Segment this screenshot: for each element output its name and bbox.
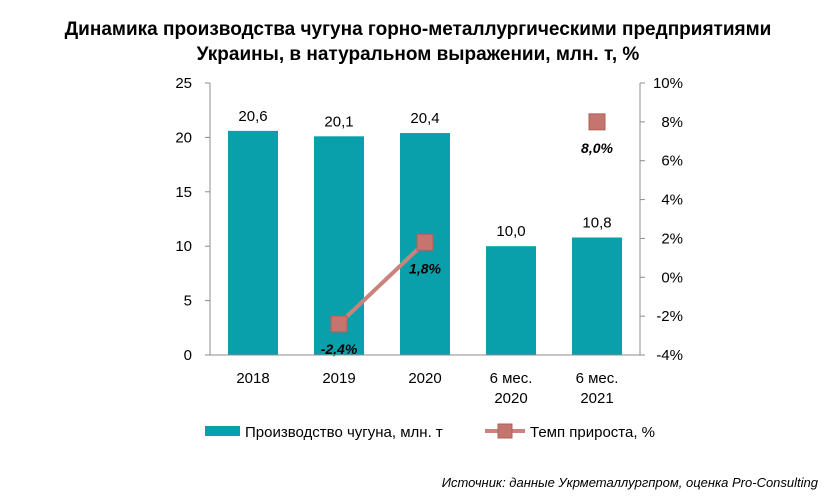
source-text: Источник: данные Укрметаллургпром, оценк… xyxy=(442,475,819,490)
left-axis: 0 5 10 15 20 25 xyxy=(175,75,211,364)
right-axis: -4% -2% 0% 2% 4% 6% 8% 10% xyxy=(639,75,683,364)
bar-value-label: 10,8 xyxy=(582,214,611,231)
bar xyxy=(486,246,536,355)
left-axis-tick-label: 20 xyxy=(175,129,192,146)
category-label: 2018 xyxy=(236,370,269,387)
bar-value-label: 20,6 xyxy=(238,108,267,125)
legend-label-line: Темп прироста, % xyxy=(530,424,655,441)
left-axis-tick-label: 10 xyxy=(175,238,192,255)
source-note: Источник: данные Укрметаллургпром, оценк… xyxy=(442,475,819,490)
bar xyxy=(572,237,622,355)
right-axis-tick-label: 10% xyxy=(653,75,683,92)
category-label: 6 мес. xyxy=(490,370,533,387)
line-value-label: -2,4% xyxy=(321,341,358,357)
category-label: 2020 xyxy=(408,370,441,387)
line-segment xyxy=(337,240,427,326)
category-label: 2019 xyxy=(322,370,355,387)
chart-title: Динамика производства чугуна горно-метал… xyxy=(65,19,772,65)
legend: Производство чугуна, млн. т Темп прироста… xyxy=(205,423,655,441)
bar-value-label: 10,0 xyxy=(496,223,525,240)
category-axis: 2018 2019 2020 6 мес. 2020 6 мес. 2021 xyxy=(210,354,640,407)
chart-title-line: Украины, в натуральном выражении, млн. т… xyxy=(197,44,640,65)
category-label: 2021 xyxy=(580,390,613,407)
right-axis-tick-label: -2% xyxy=(656,308,683,325)
right-axis-tick-label: 0% xyxy=(661,269,683,286)
left-axis-tick-label: 25 xyxy=(175,75,192,92)
line-point xyxy=(330,315,348,333)
bar-series: 20,6 20,1 20,4 10,0 10,8 xyxy=(228,108,622,355)
line-series: -2,4% 1,8% 8,0% xyxy=(321,113,614,357)
legend-swatch-bars xyxy=(205,426,240,436)
bar-value-label: 20,1 xyxy=(324,113,353,130)
right-axis-tick-label: 6% xyxy=(661,153,683,170)
right-axis-tick-label: 8% xyxy=(661,114,683,131)
legend-swatch-marker xyxy=(497,423,513,439)
left-axis-tick-label: 15 xyxy=(175,184,192,201)
right-axis-tick-label: -4% xyxy=(656,347,683,364)
chart-title-line: Динамика производства чугуна горно-метал… xyxy=(65,19,772,40)
line-value-label: 1,8% xyxy=(409,260,441,276)
right-axis-tick-label: 4% xyxy=(661,192,683,209)
left-axis-tick-label: 5 xyxy=(184,293,192,310)
line-point xyxy=(588,113,606,131)
bar-value-label: 20,4 xyxy=(410,110,439,127)
line-point xyxy=(416,233,434,251)
left-axis-tick-label: 0 xyxy=(184,347,192,364)
line-value-label: 8,0% xyxy=(581,140,613,156)
bar xyxy=(228,130,278,355)
right-axis-tick-label: 2% xyxy=(661,230,683,247)
category-label: 6 мес. xyxy=(576,370,619,387)
legend-label-bars: Производство чугуна, млн. т xyxy=(245,424,443,441)
category-label: 2020 xyxy=(494,390,527,407)
